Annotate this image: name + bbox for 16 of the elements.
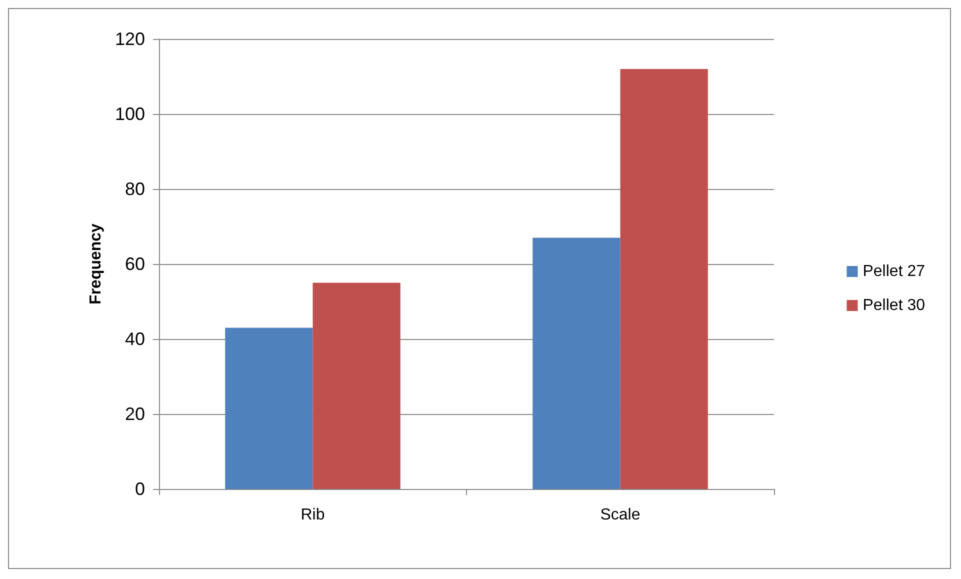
y-tick-label: 80 — [124, 179, 145, 199]
bar — [312, 282, 400, 489]
y-tick-label: 120 — [114, 29, 145, 49]
y-tick-label: 20 — [124, 404, 145, 424]
y-tick-label: 100 — [114, 104, 145, 124]
x-tick-label: Rib — [300, 506, 325, 524]
bar — [620, 69, 708, 489]
y-tick-label: 0 — [134, 479, 145, 499]
legend-label: Pellet 30 — [862, 297, 926, 314]
y-tick-label: 40 — [124, 329, 145, 349]
y-axis-title: Frequency — [88, 223, 105, 304]
x-tick-label: Scale — [600, 506, 640, 524]
bar — [225, 328, 313, 489]
legend-label: Pellet 27 — [862, 263, 926, 280]
bar — [532, 238, 620, 489]
y-tick-label: 60 — [124, 254, 145, 274]
